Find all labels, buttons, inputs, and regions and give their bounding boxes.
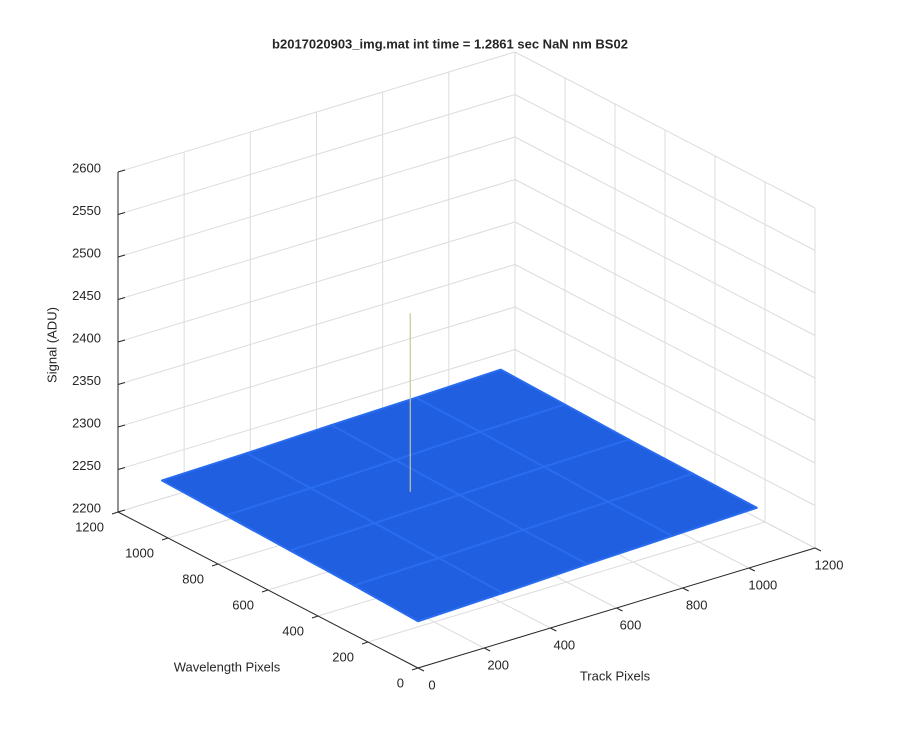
z-tick [117, 297, 126, 300]
z-tick-label: 2500 [72, 245, 101, 260]
z-tick [117, 382, 126, 385]
y-tick [261, 589, 269, 593]
z-tick-label: 2550 [72, 203, 101, 218]
x-tick-label: 1200 [815, 557, 844, 572]
z-tick-label: 2350 [72, 373, 101, 388]
x-tick-label: 200 [487, 657, 509, 672]
grid-line [117, 349, 516, 470]
x-tick-label: 0 [428, 677, 435, 692]
y-tick-label: 600 [232, 597, 254, 612]
x-tick-label: 1000 [748, 577, 777, 592]
x-tick-label: 400 [553, 637, 575, 652]
x-tick [814, 547, 822, 552]
grid-line [514, 179, 816, 336]
y-tick [311, 615, 319, 619]
x-tick-label: 600 [620, 617, 642, 632]
x-tick [417, 667, 425, 672]
y-tick-label: 200 [332, 649, 354, 664]
y-tick-label: 0 [397, 675, 404, 690]
grid-line [117, 136, 516, 258]
z-tick [117, 467, 126, 470]
z-tick [117, 254, 126, 258]
y-tick [161, 537, 169, 541]
x-tick [483, 647, 491, 652]
grid-line [514, 136, 816, 294]
grid-line [117, 264, 516, 385]
x-tick-label: 800 [686, 597, 708, 612]
surface-patch [353, 557, 504, 623]
grid-line [117, 179, 516, 300]
grid-line [117, 94, 516, 215]
z-tick [117, 339, 126, 343]
grid-line [514, 349, 816, 506]
y-tick [211, 563, 219, 567]
x-axis-label: Track Pixels [580, 668, 651, 683]
z-tick-label: 2250 [72, 458, 101, 473]
z-tick-label: 2600 [72, 160, 101, 175]
grid-line [117, 306, 516, 428]
grid-line [117, 51, 516, 173]
grid-line [514, 264, 816, 421]
y-tick [411, 667, 419, 671]
grid-line [367, 521, 766, 643]
grid-line [514, 94, 816, 251]
y-tick-label: 400 [282, 623, 304, 638]
y-axis-label: Wavelength Pixels [174, 659, 281, 674]
z-tick [117, 169, 126, 173]
z-tick-label: 2300 [72, 415, 101, 430]
y-tick [111, 511, 119, 515]
z-axis-label: Signal (ADU) [44, 307, 59, 383]
x-tick [550, 627, 557, 632]
x-tick [748, 567, 756, 572]
grid-line [117, 221, 516, 343]
z-tick [117, 424, 126, 428]
x-tick [682, 587, 689, 592]
z-tick-label: 2400 [72, 330, 101, 345]
chart-title: b2017020903_img.mat int time = 1.2861 se… [272, 36, 628, 51]
x-tick [616, 607, 623, 612]
y-tick-label: 800 [182, 571, 204, 586]
grid-line [514, 221, 816, 379]
grid-line [514, 306, 816, 464]
y-tick-label: 1000 [125, 545, 154, 560]
z-tick-label: 2450 [72, 288, 101, 303]
z-tick [117, 509, 126, 513]
z-tick [117, 212, 126, 215]
y-tick-label: 1200 [75, 519, 104, 534]
z-tick-label: 2200 [72, 500, 101, 515]
y-tick [361, 641, 369, 645]
grid-line [514, 51, 816, 209]
